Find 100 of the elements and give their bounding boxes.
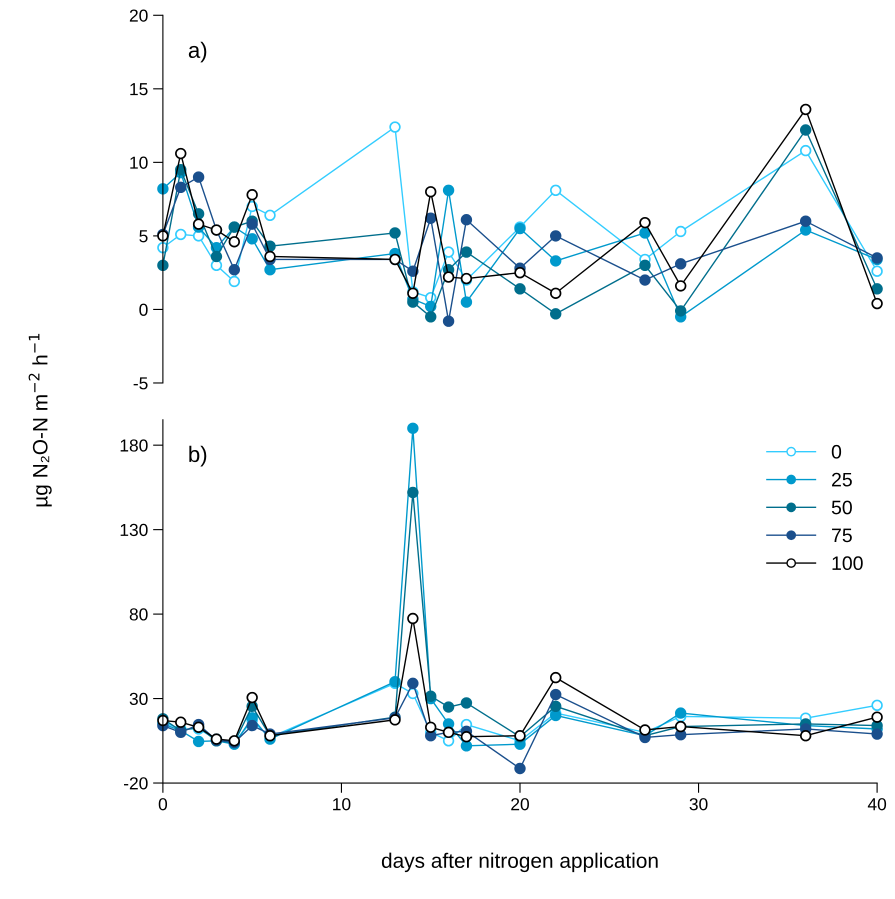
point (425, 690, 436, 702)
point (800, 730, 812, 742)
annotation: b) (189, 446, 206, 466)
x-tick-label: 10 (333, 798, 350, 810)
point (246, 692, 258, 704)
point (264, 264, 276, 276)
point (210, 250, 222, 262)
point (442, 184, 454, 196)
point (460, 697, 472, 709)
point (550, 230, 562, 242)
point (228, 276, 240, 288)
point (460, 246, 472, 258)
y-tick-label: 5 (139, 230, 148, 242)
point (871, 298, 883, 310)
point (674, 258, 686, 270)
point (442, 701, 454, 713)
y-tick-label: 0 (139, 304, 148, 316)
point (442, 271, 454, 283)
point (407, 612, 419, 624)
point (246, 218, 258, 230)
point (407, 486, 419, 498)
point (157, 183, 169, 195)
point (800, 144, 812, 156)
point (871, 728, 883, 740)
point (639, 274, 651, 286)
point (246, 720, 258, 732)
annotation: a) (188, 42, 206, 62)
point (407, 678, 419, 690)
y-axis-title: µg N₂O-N m$^{−2}$ h$^{−1}$ (28, 334, 52, 506)
point (514, 762, 526, 774)
point (550, 700, 562, 712)
point (264, 210, 276, 222)
y-tick-label: 20 (130, 9, 148, 22)
y-tick-label: 15 (130, 83, 148, 96)
point (157, 260, 169, 272)
point (442, 246, 454, 258)
point (425, 722, 436, 733)
point (246, 233, 258, 245)
point (550, 184, 562, 196)
y-tick-label: 130 (120, 524, 148, 536)
y-tick-label: -20 (124, 777, 148, 790)
point (871, 266, 883, 277)
point (175, 228, 186, 240)
point (550, 710, 562, 722)
y-tick-label: 10 (130, 156, 148, 169)
point (674, 707, 686, 719)
legend-label: 25 (832, 472, 852, 487)
point (425, 186, 436, 198)
y-tick-label: 30 (130, 692, 148, 706)
point (228, 264, 240, 276)
point (550, 672, 562, 684)
legend-label: 0 (832, 444, 842, 459)
point (192, 171, 204, 183)
point (442, 316, 454, 327)
y-tick-label: -5 (134, 377, 148, 390)
x-tick-label: 20 (511, 798, 529, 810)
point (460, 296, 472, 308)
point (550, 688, 562, 700)
legend-label: 75 (832, 528, 852, 542)
point (550, 308, 562, 320)
point (192, 218, 204, 230)
point (674, 226, 686, 238)
x-tick-label: 30 (690, 798, 708, 810)
point (674, 305, 686, 317)
x-axis-title: days after nitrogen application (382, 852, 658, 872)
point (460, 731, 472, 742)
point (228, 236, 240, 248)
point (389, 227, 401, 239)
point (550, 255, 562, 267)
legend-label: 100 (832, 556, 863, 570)
point (639, 260, 651, 272)
point (514, 266, 526, 278)
point (871, 283, 883, 295)
point (514, 283, 526, 295)
point (389, 121, 401, 133)
x-tick-label: 40 (868, 798, 886, 810)
point (175, 716, 186, 728)
point (800, 215, 812, 227)
point (175, 148, 186, 160)
point (871, 711, 883, 723)
point (460, 214, 472, 226)
point (800, 104, 812, 116)
point (550, 288, 562, 299)
point (175, 182, 186, 194)
point (639, 227, 651, 239)
point (871, 700, 883, 712)
legend-label: 50 (832, 500, 852, 514)
point (800, 124, 812, 136)
point (246, 189, 258, 200)
point (192, 736, 204, 748)
point (407, 422, 419, 434)
point (460, 740, 472, 752)
y-tick-label: 80 (130, 608, 148, 621)
point (425, 311, 436, 322)
point (264, 250, 276, 262)
point (639, 724, 651, 736)
x-tick-label: 0 (158, 798, 168, 810)
y-tick-label: 180 (120, 439, 148, 452)
point (674, 280, 686, 292)
point (639, 216, 651, 228)
